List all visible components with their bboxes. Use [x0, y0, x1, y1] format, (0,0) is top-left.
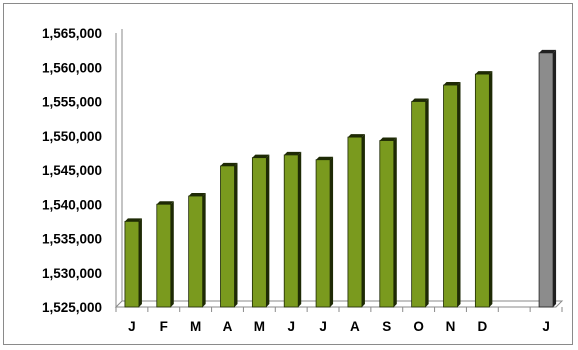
- y-tick-label: 1,525,000: [42, 300, 102, 315]
- bar-side: [234, 162, 238, 307]
- bar-side: [361, 134, 365, 307]
- bars: [124, 49, 557, 308]
- y-tick-label: 1,550,000: [42, 129, 102, 144]
- bar-top: [220, 162, 238, 166]
- bar-top: [539, 49, 557, 53]
- bar-side: [393, 137, 397, 307]
- bar-side: [138, 218, 142, 307]
- y-tick-label: 1,535,000: [42, 232, 102, 247]
- bar: [474, 71, 493, 308]
- axes: [114, 29, 564, 308]
- bar-top: [188, 193, 206, 197]
- bar: [379, 137, 397, 308]
- x-tick-label: J: [128, 319, 136, 334]
- bar-face: [188, 195, 204, 308]
- bar-side: [330, 156, 334, 307]
- bar-side: [202, 193, 206, 307]
- bar-top: [316, 156, 334, 160]
- bar-face: [347, 136, 363, 308]
- bar-top: [284, 151, 302, 155]
- bar-face: [411, 101, 427, 308]
- y-tick-label: 1,530,000: [42, 266, 102, 281]
- bar-top: [347, 134, 365, 138]
- bar-face: [443, 84, 458, 308]
- bar-side: [553, 49, 557, 308]
- bar-side: [170, 201, 174, 307]
- y-tick-label: 1,540,000: [42, 197, 102, 212]
- x-axis-floor: [114, 300, 564, 308]
- bar-top: [252, 154, 270, 158]
- bar: [315, 156, 334, 308]
- bar-side: [298, 151, 302, 307]
- bar-top: [156, 201, 174, 205]
- bar-face: [220, 165, 235, 308]
- x-tick-label: O: [413, 319, 424, 334]
- bar: [283, 151, 302, 308]
- bar-face: [283, 154, 299, 308]
- y-tick-label: 1,555,000: [42, 95, 102, 110]
- bar-top: [443, 82, 461, 86]
- bar-face: [379, 140, 395, 308]
- bar-top: [124, 218, 142, 222]
- bar: [188, 193, 206, 308]
- y-tick-label: 1,545,000: [42, 163, 102, 178]
- x-tick-label: A: [223, 319, 233, 334]
- y-tick-label: 1,565,000: [42, 26, 102, 41]
- bar: [347, 134, 365, 308]
- bar: [538, 49, 557, 308]
- x-tick-label: D: [477, 319, 487, 334]
- bar-top: [379, 137, 397, 141]
- bar-face: [315, 159, 331, 308]
- bar-side: [266, 154, 270, 307]
- y-tick-label: 1,560,000: [42, 60, 102, 75]
- bar-top: [411, 98, 429, 102]
- bar-side: [489, 71, 493, 307]
- x-tick-label: N: [446, 319, 456, 334]
- x-tick-label: J: [319, 319, 327, 334]
- bar-face: [474, 73, 490, 308]
- bar: [124, 218, 142, 308]
- bar: [156, 201, 174, 308]
- x-tick-label: M: [190, 319, 201, 334]
- bar-face: [156, 203, 172, 308]
- bar: [220, 162, 238, 308]
- x-tick-label: M: [254, 319, 265, 334]
- x-tick-label: J: [287, 319, 295, 334]
- bar-side: [425, 98, 429, 307]
- bar: [251, 154, 270, 308]
- y-axis-ticks: 1,525,000 1,530,000 1,535,000 1,540,000 1,54…: [42, 26, 102, 315]
- bar-side: [457, 82, 461, 307]
- x-tick-label: S: [382, 319, 391, 334]
- x-tick-label: J: [542, 319, 550, 334]
- bar-face: [124, 220, 140, 308]
- bar-top: [475, 71, 493, 75]
- bar-face: [251, 157, 267, 308]
- x-tick-label: A: [350, 319, 360, 334]
- bar: [411, 98, 429, 308]
- bar: [443, 82, 461, 308]
- x-tick-label: F: [160, 319, 168, 334]
- bar-face: [538, 52, 554, 308]
